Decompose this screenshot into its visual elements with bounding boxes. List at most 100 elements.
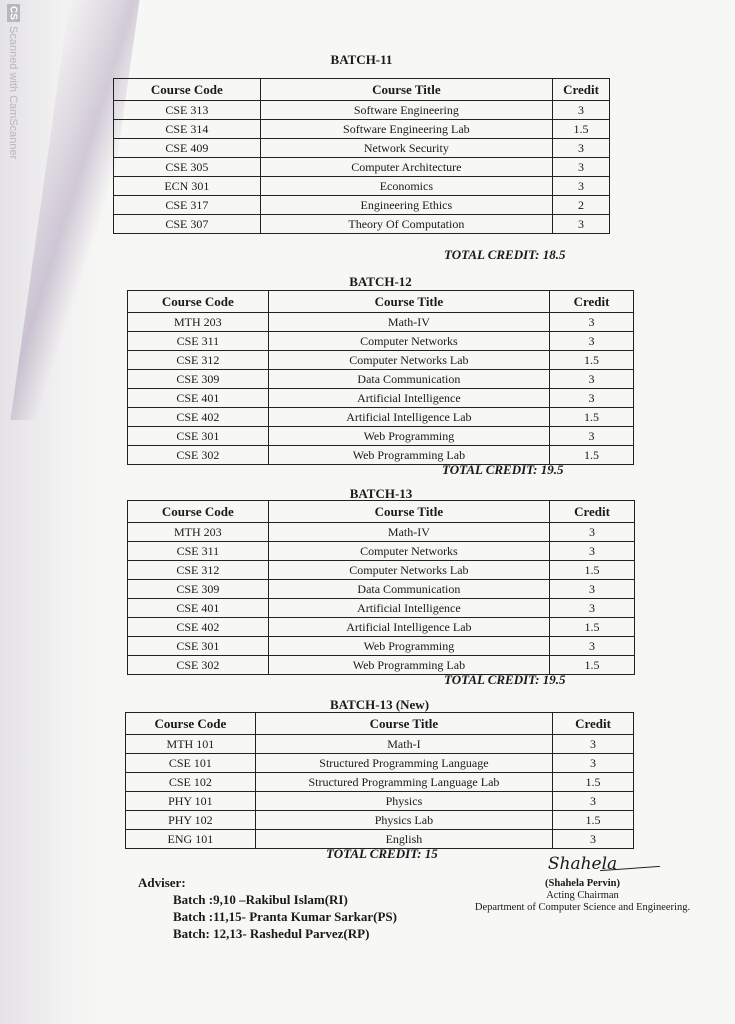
signature-block: Shahela (Shahela Pervin) Acting Chairman…	[465, 856, 700, 914]
signatory-role: Acting Chairman	[546, 890, 619, 901]
batch-title: BATCH-13	[349, 486, 413, 501]
column-header-credit: Credit	[552, 78, 610, 101]
credit-cell: 3	[552, 214, 610, 234]
credit-cell: 1.5	[552, 810, 634, 830]
course-title-cell: Artificial Intelligence Lab	[267, 617, 551, 637]
table-header-row: Course Code Course Title Credit	[125, 712, 634, 735]
table-row: CSE 307 Theory Of Computation 3	[113, 214, 610, 234]
course-title-cell: Web Programming Lab	[267, 445, 551, 465]
department-name: Department of Computer Science and Engin…	[474, 902, 691, 913]
column-header-credit: Credit	[549, 290, 634, 313]
course-title-cell: Physics	[254, 791, 554, 811]
table-row: CSE 401 Artificial Intelligence 3	[127, 388, 634, 408]
course-title-cell: Computer Networks	[267, 331, 551, 351]
course-title-cell: Computer Networks Lab	[267, 350, 551, 370]
course-title-cell: Artificial Intelligence	[267, 598, 551, 618]
credit-cell: 1.5	[549, 560, 635, 580]
column-header-title: Course Title	[254, 712, 554, 735]
course-code-cell: CSE 317	[113, 195, 261, 215]
table-header-row: Course Code Course Title Credit	[127, 500, 635, 523]
course-title-cell: Physics Lab	[254, 810, 554, 830]
credit-cell: 3	[549, 541, 635, 561]
credit-cell: 3	[549, 388, 634, 408]
course-code-cell: CSE 301	[127, 636, 269, 656]
column-header-title: Course Title	[267, 500, 551, 523]
table-row: CSE 311 Computer Networks 3	[127, 331, 634, 351]
total-credit: TOTAL CREDIT: 19.5	[442, 462, 564, 477]
table-row: CSE 101 Structured Programming Language 3	[125, 753, 634, 773]
table-row: CSE 317 Engineering Ethics 2	[113, 195, 610, 215]
credit-cell: 3	[549, 369, 634, 389]
course-title-cell: Math-IV	[267, 522, 551, 542]
course-title-cell: Artificial Intelligence	[267, 388, 551, 408]
course-code-cell: MTH 203	[127, 522, 269, 542]
credit-cell: 3	[549, 598, 635, 618]
course-title-cell: Web Programming	[267, 426, 551, 446]
signature-text: Shahela	[547, 854, 618, 874]
course-code-cell: CSE 307	[113, 214, 261, 234]
credit-cell: 3	[552, 138, 610, 158]
course-title-cell: Web Programming Lab	[267, 655, 551, 675]
course-code-cell: CSE 309	[127, 369, 269, 389]
course-table: Course Code Course Title Credit MTH 203 Math…	[127, 290, 634, 465]
table-row: CSE 309 Data Communication 3	[127, 579, 635, 599]
credit-cell: 3	[552, 157, 610, 177]
credit-cell: 1.5	[552, 772, 634, 792]
course-code-cell: MTH 203	[127, 312, 269, 332]
table-row: CSE 309 Data Communication 3	[127, 369, 634, 389]
course-code-cell: ENG 101	[125, 829, 256, 849]
table-row: CSE 305 Computer Architecture 3	[113, 157, 610, 177]
course-code-cell: CSE 312	[127, 560, 269, 580]
credit-cell: 3	[549, 636, 635, 656]
credit-cell: 3	[552, 100, 610, 120]
course-table: Course Code Course Title Credit CSE 313 Soft…	[113, 78, 610, 234]
table-row: PHY 101 Physics 3	[125, 791, 634, 811]
course-title-cell: Network Security	[259, 138, 554, 158]
camscanner-logo: CS	[6, 4, 20, 22]
course-code-cell: CSE 301	[127, 426, 269, 446]
course-code-cell: CSE 311	[127, 331, 269, 351]
course-title-cell: Software Engineering	[259, 100, 554, 120]
table-row: CSE 301 Web Programming 3	[127, 426, 634, 446]
batch-title: BATCH-11	[330, 52, 393, 67]
course-code-cell: CSE 309	[127, 579, 269, 599]
credit-cell: 2	[552, 195, 610, 215]
table-row: CSE 102 Structured Programming Language L…	[125, 772, 634, 792]
course-title-cell: Math-I	[254, 734, 554, 754]
column-header-code: Course Code	[127, 500, 269, 523]
course-title-cell: Web Programming	[267, 636, 551, 656]
course-title-cell: English	[254, 829, 554, 849]
adviser-label: Adviser:	[138, 875, 186, 890]
batch-title: BATCH-12	[349, 274, 412, 289]
course-title-cell: Math-IV	[267, 312, 551, 332]
table-row: CSE 402 Artificial Intelligence Lab 1.5	[127, 617, 635, 637]
table-row: CSE 312 Computer Networks Lab 1.5	[127, 350, 634, 370]
credit-cell: 1.5	[549, 407, 634, 427]
adviser-line: Batch :11,15- Pranta Kumar Sarkar(PS)	[173, 909, 397, 924]
course-title-cell: Economics	[259, 176, 554, 196]
course-code-cell: CSE 302	[127, 655, 269, 675]
credit-cell: 3	[552, 829, 634, 849]
table-row: MTH 203 Math-IV 3	[127, 522, 635, 542]
course-title-cell: Engineering Ethics	[259, 195, 554, 215]
course-code-cell: PHY 102	[125, 810, 256, 830]
course-code-cell: CSE 311	[127, 541, 269, 561]
signatory-name: (Shahela Pervin)	[545, 878, 620, 889]
total-credit: TOTAL CREDIT: 18.5	[444, 247, 566, 262]
scan-shadow	[0, 0, 110, 1024]
credit-cell: 3	[549, 426, 634, 446]
course-code-cell: MTH 101	[125, 734, 256, 754]
credit-cell: 3	[549, 579, 635, 599]
column-header-credit: Credit	[552, 712, 634, 735]
credit-cell: 1.5	[549, 350, 634, 370]
table-row: CSE 312 Computer Networks Lab 1.5	[127, 560, 635, 580]
credit-cell: 1.5	[552, 119, 610, 139]
credit-cell: 3	[552, 176, 610, 196]
table-row: ECN 301 Economics 3	[113, 176, 610, 196]
credit-cell: 1.5	[549, 445, 634, 465]
course-title-cell: Structured Programming Language	[254, 753, 554, 773]
course-title-cell: Software Engineering Lab	[259, 119, 554, 139]
course-title-cell: Computer Networks Lab	[267, 560, 551, 580]
table-row: CSE 302 Web Programming Lab 1.5	[127, 445, 634, 465]
signature: Shahela	[465, 856, 700, 878]
